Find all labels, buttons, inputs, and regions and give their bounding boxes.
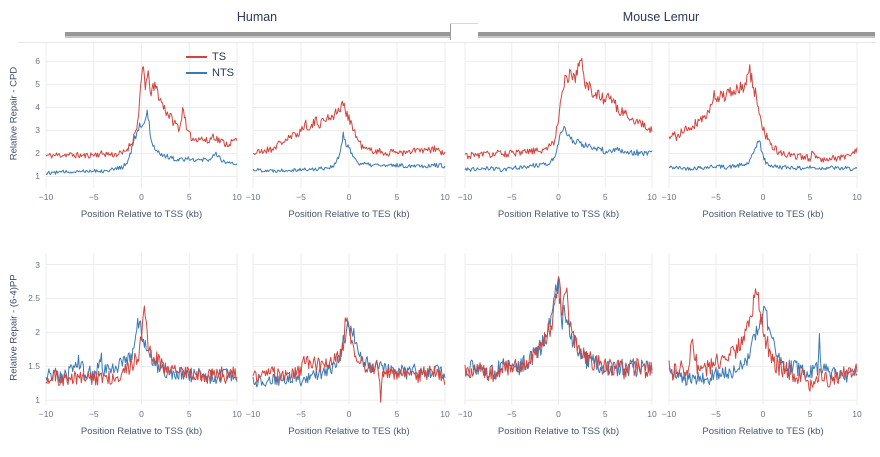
x-tick-label: 5 [394,192,400,202]
x-tick-label: 5 [186,192,192,202]
x-tick-label: 10 [647,192,657,202]
ts-line-swatch [186,56,207,58]
x-axis-label: Position Relative to TES (kb) [288,209,410,220]
x-tick-label: −10 [245,409,261,419]
x-axis-label: Position Relative to TSS (kb) [80,209,203,220]
x-tick-label: 0 [139,192,144,202]
panel-mouse-lemur-row0-col2 [464,43,653,188]
panel-human-row1-col1 [252,253,446,405]
legend-label-nts: NTS [212,67,234,79]
x-tick-label: 5 [807,192,813,202]
ts-line [252,317,446,403]
y-tick-label: 3 [35,259,40,270]
x-tick-label: 10 [852,192,862,202]
x-tick-label: 10 [232,409,242,419]
ts-line [464,276,653,383]
panel-top-rule [18,42,876,43]
y-tick-label: 4 [35,102,40,113]
legend-item-ts: TS [186,49,234,65]
x-tick-label: −5 [88,409,99,419]
y-tick-label: 5 [35,79,40,90]
x-tick-label: −5 [711,192,721,202]
panel-mouse-lemur-row0-col3 [668,43,858,188]
x-tick-label: −10 [38,192,54,202]
x-tick-label: 5 [186,409,192,419]
y-tick-label: 1 [35,171,40,182]
x-tick-label: 0 [556,192,561,202]
x-tick-label: 5 [807,409,813,419]
x-axis-label: Position Relative to TSS (kb) [497,426,620,437]
y-tick-label: 2 [35,327,40,338]
y-tick-label: 3 [35,125,40,136]
x-tick-label: −10 [457,409,473,419]
x-axis-label: Position Relative to TSS (kb) [497,209,620,220]
nts-line [252,131,446,173]
ts-line [464,58,653,160]
nts-line [464,125,653,173]
ts-line [252,100,446,157]
y-tick-label: 6 [35,56,40,67]
facet-connector-line [450,23,478,24]
nts-line-swatch [186,72,207,74]
facet-connector-line [450,23,451,40]
legend-item-nts: NTS [186,65,234,81]
x-tick-label: 0 [346,192,352,202]
x-tick-label: 0 [760,192,766,202]
facet-bar-human [65,32,450,38]
x-tick-label: 5 [602,409,608,419]
x-tick-label: 10 [647,409,657,419]
facet-bar-mouse-lemur [478,32,875,38]
facet-title-human: Human [236,10,278,24]
x-tick-label: 10 [852,409,862,419]
panel-human-row0-col0 [45,43,238,188]
x-tick-label: −5 [506,192,517,202]
nts-line [45,109,238,175]
x-axis-label: Position Relative to TES (kb) [288,426,410,437]
x-tick-label: −10 [38,409,54,419]
ts-line [45,305,238,387]
x-tick-label: −10 [457,192,473,202]
x-tick-label: 10 [440,192,450,202]
panel-human-row1-col0 [45,253,238,405]
y-tick-label: 1 [35,395,40,406]
panel-mouse-lemur-row1-col2 [464,253,653,405]
x-tick-label: −5 [711,409,721,419]
x-tick-label: −5 [506,409,517,419]
y-tick-label: 2 [35,148,40,159]
x-tick-label: −5 [296,192,306,202]
x-tick-label: −10 [245,192,261,202]
x-tick-label: 10 [440,409,450,419]
legend: TS NTS [186,49,234,81]
x-tick-label: −5 [296,409,306,419]
ts-line [668,64,858,163]
x-tick-label: 0 [556,409,561,419]
y-tick-label: 1.5 [28,361,40,372]
x-axis-label: Position Relative to TES (kb) [702,426,824,437]
x-tick-label: 5 [394,409,400,419]
ts-line [668,288,858,392]
x-tick-label: −10 [661,409,677,419]
x-tick-label: −10 [661,192,677,202]
panel-human-row0-col1 [252,43,446,188]
panel-mouse-lemur-row1-col3 [668,253,858,405]
x-tick-label: −5 [88,192,99,202]
ts-line [45,66,238,159]
y-tick-label: 2.5 [28,293,40,304]
nts-line [668,305,858,386]
x-tick-label: 0 [760,409,766,419]
facet-title-mouse-lemur: Mouse Lemur [622,10,700,24]
x-tick-label: 10 [232,192,242,202]
x-axis-label: Position Relative to TES (kb) [702,209,824,220]
x-axis-label: Position Relative to TSS (kb) [80,426,203,437]
x-tick-label: 0 [346,409,352,419]
legend-label-ts: TS [212,51,227,63]
x-tick-label: 5 [602,192,608,202]
nts-line [668,140,858,172]
x-tick-label: 0 [139,409,144,419]
